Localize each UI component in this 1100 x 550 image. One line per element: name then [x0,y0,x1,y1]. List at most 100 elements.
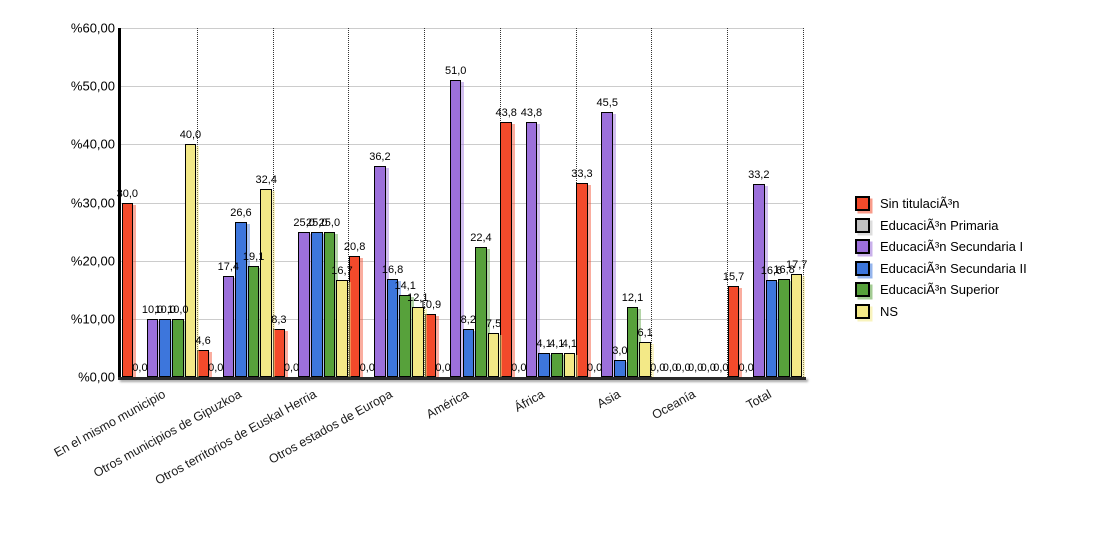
value-label: 8,2 [460,314,476,327]
bar-4-cat-2 [235,222,247,377]
bar-3-cat-4 [374,166,386,377]
legend-item: EducaciÃ³n Primaria [855,217,1027,233]
value-label: 0,0 [738,362,754,374]
value-label: 32,4 [255,173,277,186]
bar-5-cat-4 [399,295,411,377]
h-gridline [121,318,803,320]
y-tick-label: %60,00 [70,20,115,36]
bar-1-cat-3 [273,328,285,377]
h-gridline [121,260,803,262]
value-label: 26,6 [230,207,252,220]
value-label: 3,0 [612,344,628,357]
value-label: 40,0 [179,129,202,142]
bar-3-cat-6 [525,122,538,377]
legend-swatch-icon [855,217,870,233]
bar-1-cat-9 [727,285,740,377]
bar-3-cat-3 [298,231,310,377]
value-label: 22,4 [470,231,492,244]
value-label: 10,0 [154,303,176,316]
legend-item: EducaciÃ³n Superior [855,282,1027,297]
bar-1-cat-4 [348,256,361,377]
h-gridline [121,202,803,204]
category-separator-dotted-line [424,28,426,377]
value-label: 0,0 [359,362,375,374]
value-label: 43,8 [520,107,543,120]
legend-item: EducaciÃ³n Secundaria II [855,260,1027,276]
bar-4-cat-6 [538,353,550,377]
y-tick-label: %50,00 [70,78,115,94]
bar-3-cat-7 [601,112,614,377]
value-label: 14,1 [394,280,416,292]
bar-5-cat-6 [550,353,563,377]
value-label: 16,7 [331,264,353,277]
plot-area: 30,0 4,6 8,3 20,8 10,9 43,8 33,3 0,0 15,7 0,0 0,0 0… [117,28,807,380]
value-label: 10,0 [167,303,189,316]
value-label: 12,1 [621,291,644,304]
bar-5-cat-3 [323,231,336,377]
value-label: 0,0 [687,362,704,374]
legend-swatch-icon [855,303,870,319]
y-tick-label: %40,00 [70,136,115,152]
y-axis-line [118,28,121,380]
bar-1-cat-6 [500,122,512,377]
value-label: 10,9 [419,298,442,311]
bar-5-cat-1 [172,318,184,377]
bar-6-cat-9 [790,274,803,377]
legend-label: Sin titulaciÃ³n [880,196,960,211]
value-label: 15,7 [722,270,745,283]
value-label: 36,2 [369,151,391,164]
value-label: 8,3 [271,313,287,326]
value-label: 0,0 [713,362,729,374]
value-label: 0,0 [283,362,300,374]
bar-6-cat-6 [563,353,576,377]
bar-1-cat-7 [576,183,588,377]
bar-6-cat-5 [487,333,500,377]
bar-4-cat-5 [462,329,475,377]
legend-label: EducaciÃ³n Superior [880,282,1000,297]
value-label: 16,8 [381,264,404,277]
category-separator-dotted-line [348,28,350,377]
y-tick-label: %20,00 [70,253,115,269]
legend-label: EducaciÃ³n Secundaria I [880,239,1024,254]
value-label: 0,0 [435,362,451,374]
value-label: 12,1 [407,291,429,304]
legend-label: NS [880,303,899,319]
legend-swatch-icon [855,260,870,276]
h-gridline [121,144,803,146]
bar-6-cat-4 [411,306,424,377]
value-label: 0,0 [208,362,224,374]
bar-5-cat-2 [247,265,260,377]
category-separator-dotted-line [272,28,274,377]
value-label: 20,8 [343,241,366,254]
bar-6-cat-1 [184,144,197,377]
value-label: 0,0 [675,362,691,374]
bar-6-cat-2 [260,188,273,377]
value-label: 45,5 [596,97,618,110]
value-label: 10,0 [141,303,164,316]
legend-label: EducaciÃ³n Secundaria II [880,260,1027,276]
h-gridline [121,86,803,88]
bar-3-cat-5 [449,80,462,377]
value-label: 17,4 [217,260,240,273]
bar-4-cat-7 [614,359,626,377]
legend-swatch-icon [855,239,870,254]
bar-4-cat-4 [386,279,399,377]
value-label: 30,0 [116,187,139,200]
value-label: 25,0 [306,216,328,229]
bar-6-cat-3 [336,279,348,377]
legend-item: Sin titulaciÃ³n [855,196,1027,211]
value-label: 25,0 [293,216,315,229]
value-label: 16,8 [773,264,795,277]
value-label: 7,5 [485,318,502,331]
value-label: 51,0 [444,65,467,78]
value-label: 6,1 [637,326,653,339]
value-label: 43,8 [495,107,517,120]
legend-swatch-icon [855,196,870,211]
bar-5-cat-7 [626,306,639,377]
bar-3-cat-1 [146,318,159,377]
value-label: 19,1 [242,250,265,263]
bar-5-cat-5 [475,246,487,377]
legend-swatch-icon [855,282,870,297]
value-label: 0,0 [700,362,716,374]
